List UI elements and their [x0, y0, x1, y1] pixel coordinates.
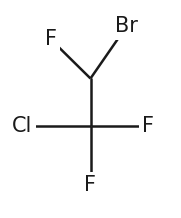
- Text: F: F: [142, 116, 154, 136]
- Text: F: F: [85, 175, 96, 195]
- Text: Cl: Cl: [12, 116, 32, 136]
- Text: Br: Br: [115, 16, 138, 36]
- Text: F: F: [45, 29, 57, 49]
